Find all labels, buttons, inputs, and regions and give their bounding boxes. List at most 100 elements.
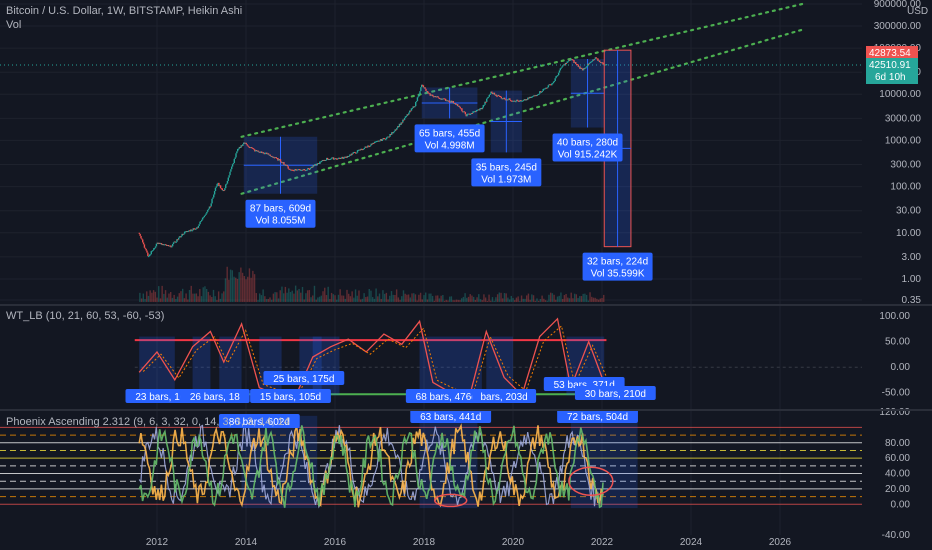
price-candle [588,63,591,65]
price-candle [317,163,319,165]
price-candle [145,248,147,251]
volume-bar [460,298,463,302]
volume-bar [361,298,364,302]
price-candle [438,97,440,99]
price-candle [421,84,423,88]
price-candle [605,64,608,66]
price-candle [523,99,526,101]
price-candle [182,233,184,235]
price-candle [537,94,539,96]
phoenix-label-text: 86 bars, 602d [229,417,290,428]
volume-bar [303,299,305,302]
price-candle [474,111,477,113]
price-tick-label: 3.00 [902,252,922,263]
price-candle [441,98,443,100]
price-candle [510,100,512,102]
volume-bar [565,293,567,302]
price-candle [583,68,585,70]
volume-bar [207,291,210,302]
price-candle [170,245,172,248]
volume-bar [548,294,550,302]
price-candle [581,67,583,69]
volume-bar [276,292,278,302]
price-candle [469,114,472,116]
price-candle [369,145,372,147]
wt-tick-label: 50.00 [885,337,910,348]
price-candle [215,186,218,188]
price-candle [336,158,338,160]
volume-bar [476,297,478,302]
volume-bar [491,297,494,302]
price-candle [343,156,346,158]
price-candle [375,141,378,143]
price-candle [197,225,200,228]
price-candle [514,100,516,102]
x-tick-label: 2020 [502,537,525,548]
measure-label-line2: Vol 1.973M [481,174,531,185]
price-candle [244,142,247,144]
price-candle [228,175,230,178]
volume-bar [526,295,528,302]
price-candle [569,59,572,61]
price-candle [142,239,144,243]
price-candle [362,148,365,150]
volume-bar [344,298,346,302]
volume-bar [341,295,343,302]
price-candle [458,105,461,107]
price-candle [151,250,153,252]
price-candle [305,169,307,171]
price-candle [277,157,279,161]
price-candle [361,148,363,150]
price-candle [424,87,426,89]
volume-bar [262,289,264,302]
price-candle [576,64,579,66]
price-tick-label: 300.00 [890,160,921,171]
phoenix-label-box [410,409,492,423]
volume-bar [289,292,292,302]
wt1-line [138,317,603,402]
volume-bar [382,290,384,302]
measure-label-box [245,199,316,228]
price-candle [381,139,384,141]
price-candle [326,157,328,160]
price-candle [504,97,506,100]
wt-label-text: 30 bars, 210d [585,389,646,400]
price-candle [332,157,335,160]
volume-bar [543,298,545,302]
price-candle [219,185,221,187]
volume-bar [267,298,269,302]
price-candle [411,108,413,110]
price-candle [181,233,183,237]
price-candle [349,154,352,156]
price-candle [487,96,490,98]
price-candle [515,99,518,102]
price-candle [289,168,291,170]
volume-bar [397,297,400,302]
price-candle [338,157,341,159]
price-candle [444,98,446,100]
price-candle [379,139,382,141]
price-candle [397,126,400,128]
price-candle [276,157,278,159]
volume-bar [245,279,247,302]
price-candle [457,105,460,107]
volume-bar [440,295,442,302]
volume-bar [219,298,222,302]
price-candle [483,104,485,106]
price-candle [203,215,206,218]
price-candle [496,96,498,98]
price-candle [539,91,541,94]
volume-bar [250,277,252,302]
price-candle [600,62,603,64]
volume-bar [142,293,145,302]
price-candle [398,123,401,127]
volume-bar [579,296,581,302]
price-candle [218,182,220,187]
measure-label-line1: 65 bars, 455d [419,128,480,139]
price-candle [490,91,492,94]
price-candle [207,209,209,212]
price-candle [494,94,496,96]
volume-bar [279,290,281,302]
price-candle [308,167,310,169]
